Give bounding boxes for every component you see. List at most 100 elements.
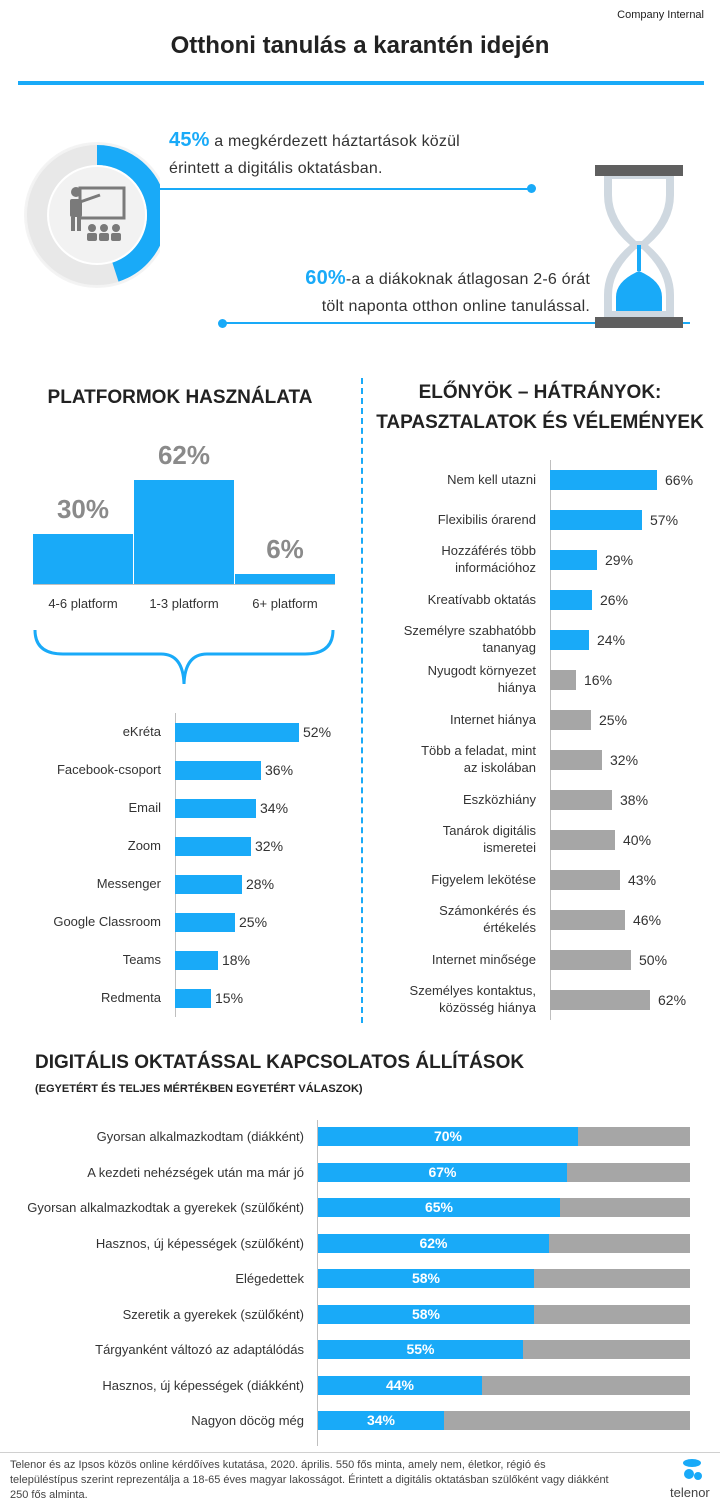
pros-cons-label: Tanárok digitális ismeretei bbox=[365, 822, 536, 856]
statement-label: A kezdeti nehézségek után ma már jó bbox=[87, 1165, 304, 1180]
pros-cons-value-label: 40% bbox=[623, 832, 652, 848]
platform-value-label: 6% bbox=[266, 534, 304, 564]
page-title: Otthoni tanulás a karantén idején bbox=[170, 32, 550, 59]
tool-label: Teams bbox=[122, 952, 161, 967]
footnote: Telenor és az Ipsos közös online kérdőív… bbox=[10, 1459, 609, 1501]
pros-cons-label-line: információhoz bbox=[455, 560, 536, 575]
pros-cons-chart: Nem kell utazni 66% Flexibilis órarend 57% H… bbox=[365, 460, 720, 1022]
tool-bar bbox=[175, 723, 299, 742]
disadvantage-bar bbox=[550, 710, 591, 730]
disadvantage-bar bbox=[550, 870, 620, 890]
statement-bar: 34% bbox=[318, 1411, 444, 1430]
pros-cons-value-label: 62% bbox=[658, 992, 687, 1008]
statement-label: Tárgyanként változó az adaptálódás bbox=[95, 1342, 304, 1357]
pros-cons-label-line: Nem kell utazni bbox=[447, 472, 536, 487]
tool-bar bbox=[175, 761, 261, 780]
platform-value-label: 62% bbox=[157, 440, 211, 470]
stat-1-connector bbox=[150, 188, 530, 190]
pros-cons-label: Személyre szabhatóbb tananyag bbox=[365, 622, 536, 656]
pros-cons-label: Nyugodt környezet hiánya bbox=[365, 662, 536, 696]
pros-cons-label-line: Számonkérés és bbox=[439, 903, 536, 918]
brand-name: telenor bbox=[670, 1485, 710, 1500]
tool-value-label: 25% bbox=[239, 914, 268, 930]
pros-cons-label: Személyes kontaktus, közösség hiánya bbox=[365, 982, 536, 1016]
pros-cons-value-label: 46% bbox=[633, 912, 662, 928]
tool-label: Facebook-csoport bbox=[56, 762, 161, 777]
pros-cons-label-line: hiánya bbox=[497, 680, 536, 695]
statements-subtitle: (EGYETÉRT ÉS TELJES MÉRTÉKBEN EGYETÉRT V… bbox=[35, 1083, 363, 1095]
pros-cons-label-line: Személyre szabhatóbb bbox=[403, 623, 536, 638]
pros-cons-label-line: az iskolában bbox=[463, 760, 536, 775]
tool-bar bbox=[175, 837, 251, 856]
section-separator bbox=[361, 378, 363, 1023]
tool-value-label: 52% bbox=[303, 724, 332, 740]
platform-bar bbox=[33, 534, 133, 584]
pros-cons-label-line: Internet hiánya bbox=[449, 712, 536, 727]
disadvantage-bar bbox=[550, 830, 615, 850]
advantage-bar bbox=[550, 470, 657, 490]
tool-label: eKréta bbox=[122, 724, 161, 739]
tool-label: Google Classroom bbox=[53, 914, 161, 929]
stat-1-line2: érintett a digitális oktatásban. bbox=[169, 160, 383, 177]
statement-bar: 62% bbox=[318, 1234, 549, 1253]
pros-cons-value-label: 16% bbox=[584, 672, 613, 688]
pros-cons-title-line2: TAPASZTALATOK ÉS VÉLEMÉNYEK bbox=[376, 412, 704, 433]
disadvantage-bar bbox=[550, 910, 625, 930]
pros-cons-label-line: Nyugodt környezet bbox=[427, 663, 536, 678]
pros-cons-label-line: Figyelem lekötése bbox=[431, 872, 536, 887]
statement-bar: 58% bbox=[318, 1269, 534, 1288]
donut-value-arc bbox=[27, 145, 160, 285]
tool-bar bbox=[175, 875, 242, 894]
pros-cons-label-line: Több a feladat, mint bbox=[421, 743, 536, 758]
disadvantage-bar bbox=[550, 990, 650, 1010]
statement-label: Gyorsan alkalmazkodtak a gyerekek (szülő… bbox=[27, 1200, 304, 1215]
pros-cons-value-label: 29% bbox=[605, 552, 634, 568]
platform-category-label: 1-3 platform bbox=[149, 596, 219, 611]
pros-cons-value-label: 26% bbox=[600, 592, 629, 608]
statement-label: Szeretik a gyerekek (szülőként) bbox=[122, 1307, 304, 1322]
tool-value-label: 36% bbox=[265, 762, 294, 778]
tool-label: Email bbox=[128, 800, 161, 815]
tool-bar bbox=[175, 951, 218, 970]
pros-cons-value-label: 25% bbox=[599, 712, 628, 728]
pros-cons-label: Eszközhiány bbox=[365, 791, 536, 808]
pros-cons-value-label: 66% bbox=[665, 472, 694, 488]
telenor-logo-icon bbox=[683, 1459, 702, 1480]
stat-1-line1: a megkérdezett háztartások közül bbox=[209, 133, 460, 150]
stat-2-connector bbox=[222, 322, 690, 324]
tool-label: Redmenta bbox=[101, 990, 161, 1005]
statements-title: DIGITÁLIS OKTATÁSSAL KAPCSOLATOS ÁLLÍTÁS… bbox=[35, 1052, 525, 1073]
platform-category-label: 6+ platform bbox=[252, 596, 318, 611]
advantage-bar bbox=[550, 550, 597, 570]
pros-cons-value-label: 32% bbox=[610, 752, 639, 768]
disadvantage-bar bbox=[550, 750, 602, 770]
statement-label: Elégedettek bbox=[235, 1271, 304, 1286]
tools-chart: eKréta 52% Facebook-csoport 36% Email 34% Zoom… bbox=[0, 713, 360, 1018]
statement-bar: 67% bbox=[318, 1163, 567, 1182]
statement-label: Hasznos, új képességek (diákként) bbox=[102, 1378, 304, 1393]
advantage-bar bbox=[550, 630, 589, 650]
brace-connector bbox=[33, 629, 335, 685]
pros-cons-label: Internet minősége bbox=[365, 951, 536, 968]
stat-1-connector-dot bbox=[527, 184, 536, 193]
tool-label: Messenger bbox=[96, 876, 161, 891]
statement-label: Nagyon döcög még bbox=[191, 1413, 304, 1428]
pros-cons-label: Internet hiánya bbox=[365, 711, 536, 728]
pros-cons-label-line: Hozzáférés több bbox=[441, 543, 536, 558]
platforms-chart: 30% 4-6 platform 62% 1-3 platform 6% 6+ platf… bbox=[33, 430, 335, 611]
pros-cons-label: Több a feladat, mint az iskolában bbox=[365, 742, 536, 776]
hourglass-icon bbox=[595, 165, 683, 328]
stat-2-line2: tölt naponta otthon online tanulással. bbox=[321, 298, 590, 315]
statements-axis bbox=[317, 1120, 318, 1446]
presentation-icon bbox=[70, 186, 126, 241]
statement-bar: 44% bbox=[318, 1376, 482, 1395]
platforms-title: PLATFORMOK HASZNÁLATA bbox=[47, 387, 313, 408]
disadvantage-bar bbox=[550, 950, 631, 970]
statement-label: Hasznos, új képességek (szülőként) bbox=[95, 1236, 304, 1251]
platform-category-label: 4-6 platform bbox=[48, 596, 118, 611]
stat-2-line1: -a a diákoknak átlagosan 2-6 órát bbox=[345, 271, 590, 288]
pros-cons-title: ELŐNYÖK – HÁTRÁNYOK: TAPASZTALATOK ÉS VÉ… bbox=[365, 378, 715, 438]
tool-bar bbox=[175, 799, 256, 818]
tools-axis bbox=[175, 713, 176, 1017]
pros-cons-label-line: ismeretei bbox=[483, 840, 536, 855]
